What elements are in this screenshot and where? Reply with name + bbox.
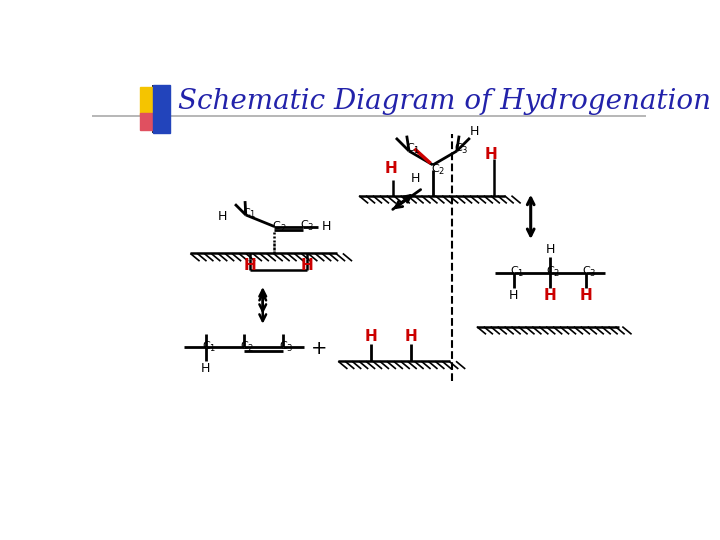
Text: H: H <box>300 258 313 273</box>
Text: 3: 3 <box>287 343 292 353</box>
Text: H: H <box>405 329 418 344</box>
Text: 2: 2 <box>438 166 444 176</box>
Text: 2: 2 <box>280 224 285 233</box>
Text: H: H <box>243 258 256 273</box>
Text: H: H <box>218 210 228 223</box>
Text: C: C <box>454 143 462 153</box>
Text: C: C <box>510 266 518 276</box>
Text: 2: 2 <box>248 343 253 353</box>
Text: C: C <box>546 266 554 276</box>
Text: H: H <box>470 125 480 138</box>
Text: H: H <box>384 161 397 176</box>
Text: 1: 1 <box>413 146 418 155</box>
Text: C: C <box>406 143 414 153</box>
Bar <box>140 113 167 130</box>
Text: 3: 3 <box>307 223 313 232</box>
Text: 1: 1 <box>517 269 523 278</box>
Text: H: H <box>201 362 210 375</box>
Text: H: H <box>580 288 593 303</box>
Text: H: H <box>485 147 498 163</box>
Text: 3: 3 <box>590 269 595 278</box>
Text: H: H <box>322 220 331 233</box>
Text: H: H <box>410 172 420 185</box>
Text: C: C <box>300 220 308 230</box>
Text: C: C <box>582 266 590 276</box>
Text: H: H <box>545 243 554 256</box>
Text: 1: 1 <box>210 343 215 353</box>
Text: H: H <box>364 329 377 344</box>
Text: +: + <box>311 340 327 359</box>
Text: C: C <box>279 341 287 351</box>
Text: 1: 1 <box>249 211 254 219</box>
Text: 3: 3 <box>462 146 467 155</box>
Text: C: C <box>431 164 439 174</box>
Text: H: H <box>509 289 518 302</box>
Text: 2: 2 <box>554 269 559 278</box>
Text: Schematic Diagram of Hydrogenation: Schematic Diagram of Hydrogenation <box>178 88 711 115</box>
Text: C: C <box>240 341 248 351</box>
Text: C: C <box>202 341 210 351</box>
Bar <box>140 87 167 115</box>
Text: H: H <box>544 288 557 303</box>
Text: C: C <box>242 208 250 218</box>
Bar <box>153 85 171 132</box>
Text: C: C <box>273 221 281 231</box>
